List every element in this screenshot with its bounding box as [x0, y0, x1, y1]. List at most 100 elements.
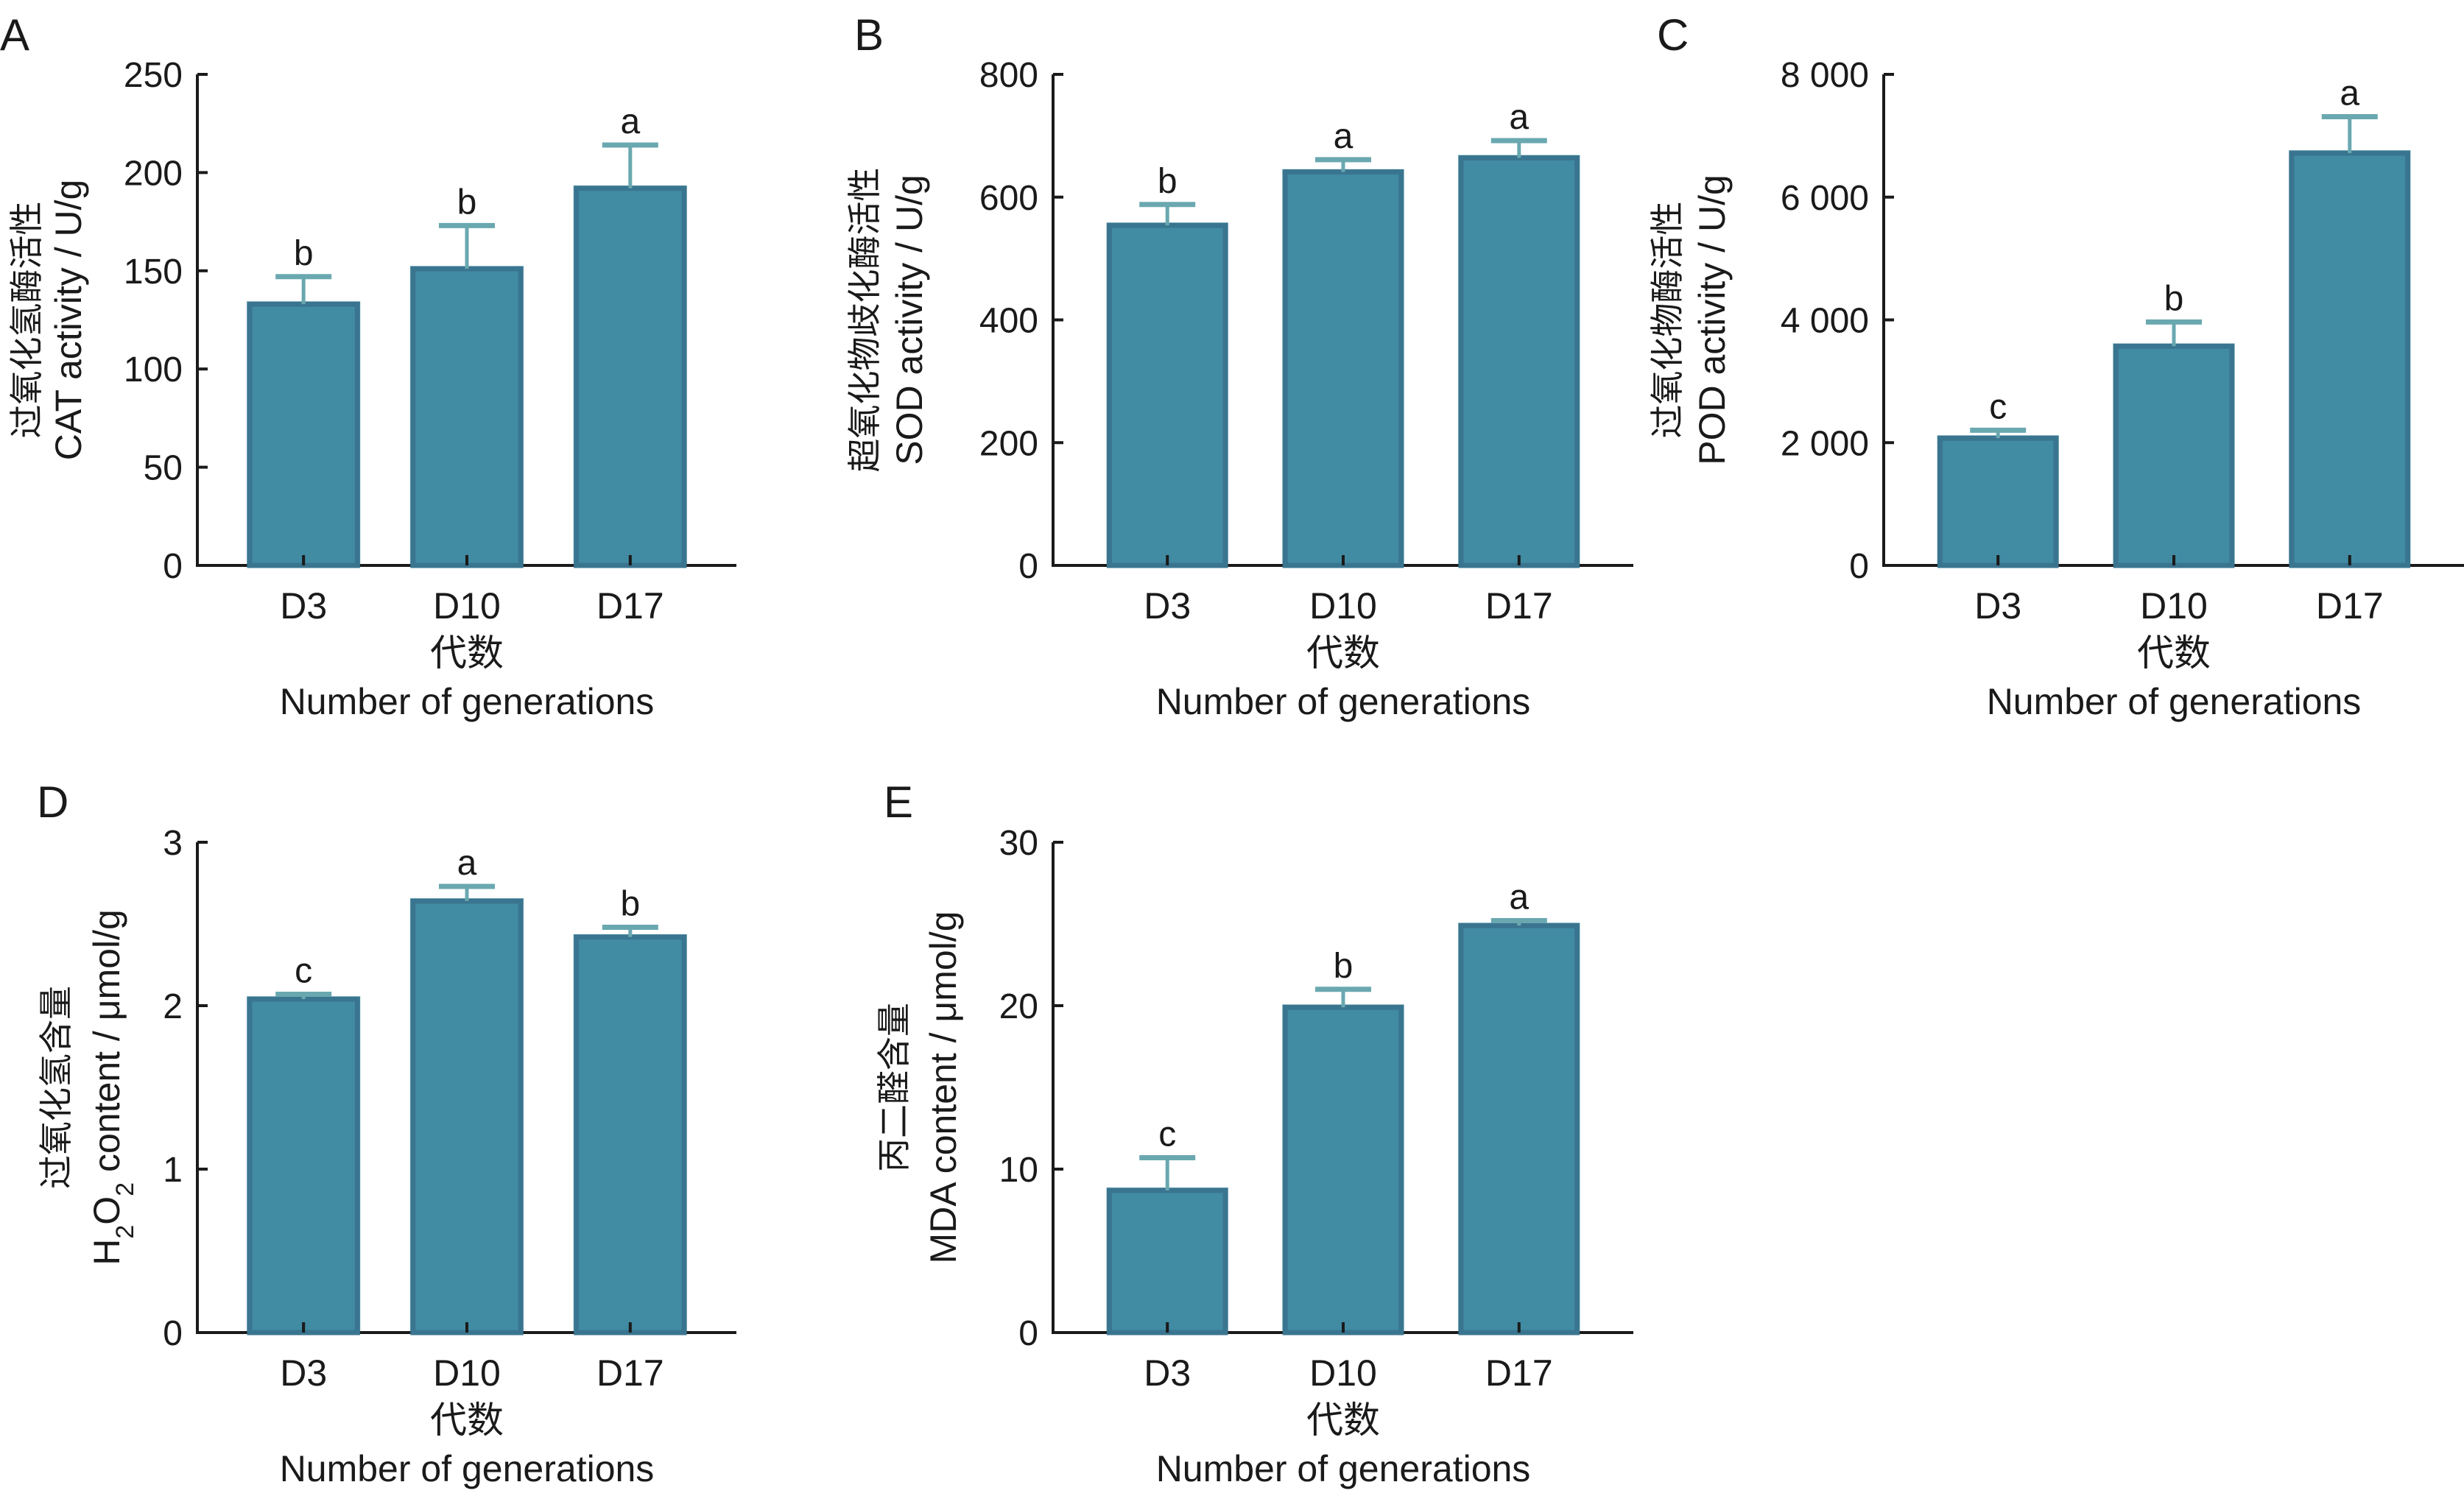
x-tick-label: D3 — [280, 1352, 327, 1394]
y-tick-label: 0 — [163, 1314, 183, 1353]
bar-d10 — [410, 898, 524, 1336]
x-tick-label: D17 — [1485, 1352, 1553, 1394]
x-axis-label-cn: 代数 — [430, 1399, 504, 1442]
x-tick-label: D3 — [1974, 585, 2021, 627]
panel-letter: A — [0, 10, 29, 60]
bar-d10 — [2113, 343, 2235, 568]
y-axis-label-en: H2O2 content / μmol/g — [86, 909, 139, 1266]
x-tick-label: D10 — [2140, 585, 2208, 627]
bar-d3 — [1106, 222, 1228, 568]
bar-d3 — [247, 301, 360, 568]
y-tick-label: 50 — [144, 449, 183, 488]
bar-d10 — [410, 266, 524, 568]
panel-letter: E — [884, 777, 913, 827]
significance-label: b — [1334, 947, 1354, 986]
y-tick-label: 4 000 — [1781, 302, 1869, 341]
y-tick-label: 600 — [979, 179, 1038, 218]
x-axis-label-cn: 代数 — [2137, 632, 2211, 674]
x-axis-label-cn: 代数 — [430, 632, 504, 674]
significance-label: b — [2164, 279, 2184, 318]
y-tick-label: 3 — [163, 824, 183, 863]
y-tick-label: 0 — [163, 547, 183, 586]
x-tick-label: D17 — [596, 585, 664, 627]
significance-label: a — [1509, 878, 1529, 917]
bar-d17 — [1458, 155, 1580, 568]
y-tick-label: 30 — [999, 824, 1038, 863]
bar-d3 — [247, 996, 360, 1336]
bar-d17 — [1458, 922, 1580, 1336]
significance-label: c — [1989, 387, 2007, 426]
x-axis-label-cn: 代数 — [1306, 1399, 1380, 1442]
y-axis-label-cn: 过氧化氢含量 — [36, 986, 76, 1189]
bar-d10 — [1282, 169, 1404, 568]
x-tick-label: D10 — [433, 585, 501, 627]
significance-label: a — [620, 102, 640, 141]
x-tick-label: D3 — [1144, 1352, 1191, 1394]
panel-a: A 0 50 100 150 200 250 b D3 b D10 a D17 代数 Number of g… — [0, 10, 736, 722]
significance-label: a — [457, 844, 477, 883]
x-tick-label: D17 — [2316, 585, 2384, 627]
significance-label: a — [2340, 74, 2359, 113]
y-tick-label: 1 — [163, 1151, 183, 1190]
bar-d17 — [574, 934, 687, 1336]
y-axis-label-en: SOD activity / U/g — [889, 174, 930, 465]
x-tick-label: D3 — [280, 585, 327, 627]
y-tick-label: 200 — [124, 154, 183, 193]
x-tick-label: D10 — [433, 1352, 501, 1394]
x-axis-label-en: Number of generations — [1987, 681, 2362, 722]
y-axis-label-cn: 过氧化氢酶活性 — [7, 202, 46, 439]
x-tick-label: D10 — [1309, 1352, 1377, 1394]
bar-d3 — [1937, 435, 2059, 568]
y-tick-label: 250 — [124, 56, 183, 95]
y-axis-label-en: POD activity / U/g — [1692, 174, 1733, 465]
x-tick-label: D17 — [596, 1352, 664, 1394]
bar-d3 — [1106, 1188, 1228, 1336]
y-tick-label: 0 — [1018, 1314, 1038, 1353]
y-tick-label: 100 — [124, 350, 183, 389]
bar-d10 — [1282, 1004, 1404, 1336]
y-tick-label: 20 — [999, 987, 1038, 1026]
panel-d: D 0 1 2 3 c D3 a D10 b D17 代数 Number of generations 过… — [36, 777, 736, 1489]
panel-letter: C — [1657, 10, 1689, 60]
bar-d17 — [2289, 150, 2411, 568]
panel-b: B 0 200 400 600 800 b D3 a D10 a D17 代数 Number of gen… — [845, 10, 1633, 722]
y-tick-label: 10 — [999, 1151, 1038, 1190]
y-tick-label: 2 — [163, 987, 183, 1026]
y-tick-label: 0 — [1018, 547, 1038, 586]
significance-label: b — [294, 234, 314, 273]
x-tick-label: D3 — [1144, 585, 1191, 627]
y-tick-label: 0 — [1849, 547, 1869, 586]
x-axis-label-en: Number of generations — [1156, 681, 1531, 722]
x-tick-label: D17 — [1485, 585, 1553, 627]
y-tick-label: 200 — [979, 424, 1038, 463]
y-tick-label: 150 — [124, 253, 183, 292]
panel-c: C 0 2 000 4 000 6 000 8 000 c D3 b D10 a D17 代数 Numbe… — [1647, 10, 2464, 722]
y-tick-label: 2 000 — [1781, 424, 1869, 463]
significance-label: c — [295, 951, 312, 990]
x-tick-label: D10 — [1309, 585, 1377, 627]
x-axis-label-en: Number of generations — [280, 681, 655, 722]
y-tick-label: 6 000 — [1781, 179, 1869, 218]
x-axis-label-cn: 代数 — [1306, 632, 1380, 674]
bar-d17 — [574, 186, 687, 568]
y-tick-label: 400 — [979, 302, 1038, 341]
significance-label: b — [620, 884, 640, 923]
y-tick-label: 800 — [979, 56, 1038, 95]
x-axis-label-en: Number of generations — [1156, 1448, 1531, 1489]
y-axis-label-cn: 丙二醛含量 — [874, 1003, 914, 1172]
significance-label: c — [1158, 1115, 1176, 1154]
significance-label: b — [1158, 162, 1178, 201]
significance-label: b — [457, 183, 477, 222]
x-axis-label-en: Number of generations — [280, 1448, 655, 1489]
significance-label: a — [1509, 98, 1529, 137]
y-axis-label-en: CAT activity / U/g — [48, 180, 89, 461]
y-axis-label-cn: 过氧化物酶活性 — [1647, 202, 1687, 439]
y-tick-label: 8 000 — [1781, 56, 1869, 95]
panel-letter: D — [37, 777, 68, 827]
panel-letter: B — [854, 10, 884, 60]
y-axis-label-cn: 超氧化物歧化酶活性 — [845, 168, 884, 473]
significance-label: a — [1334, 117, 1354, 156]
panel-e: E 0 10 20 30 c D3 b D10 a D17 代数 Number of generatio… — [874, 777, 1633, 1489]
y-axis-label-en: MDA content / μmol/g — [923, 911, 964, 1263]
